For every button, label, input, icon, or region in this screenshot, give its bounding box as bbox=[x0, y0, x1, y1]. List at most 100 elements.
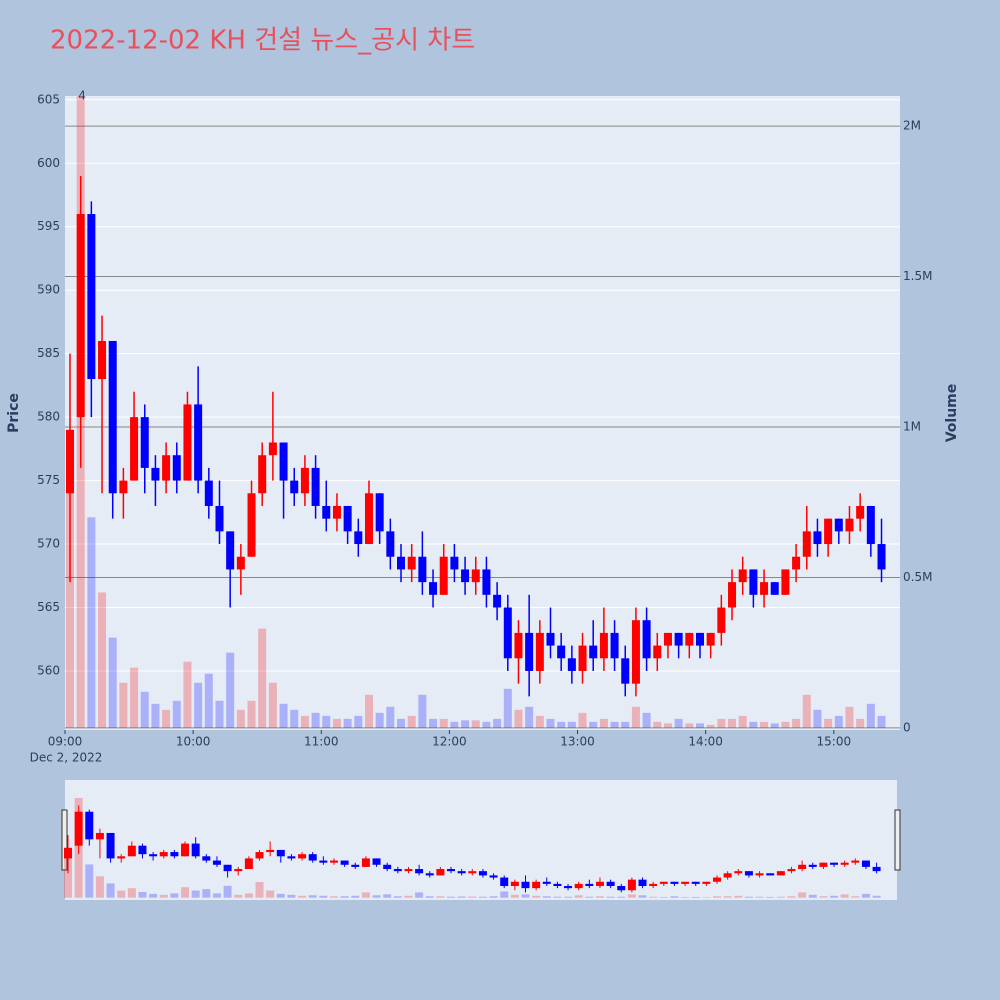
slider-candle-body bbox=[266, 849, 275, 853]
candle-body bbox=[290, 480, 299, 494]
candle-body bbox=[151, 467, 160, 481]
slider-volume-bar bbox=[851, 896, 860, 898]
slider-candle-body bbox=[861, 860, 870, 867]
slider-candle-body bbox=[840, 862, 849, 865]
slider-candle-body bbox=[447, 869, 456, 872]
slider-candle-body bbox=[638, 879, 647, 887]
slider-candle-body bbox=[478, 871, 487, 876]
slider-candle-body bbox=[521, 881, 530, 889]
candle-body bbox=[557, 645, 566, 659]
volume-bar bbox=[503, 688, 512, 728]
slider-candle-body bbox=[798, 864, 807, 870]
candle-body bbox=[514, 632, 523, 659]
volume-bar bbox=[567, 721, 576, 728]
slider-candle-body bbox=[74, 811, 83, 846]
slider-candle-body bbox=[255, 852, 264, 859]
candle-body bbox=[343, 505, 352, 532]
candle-body bbox=[300, 467, 309, 494]
volume-bar bbox=[268, 682, 277, 728]
slider-candle-body bbox=[787, 869, 796, 872]
slider-candle-body bbox=[627, 879, 636, 891]
candle-body bbox=[397, 556, 406, 570]
slider-volume-bar bbox=[95, 876, 104, 898]
slider-volume-bar bbox=[85, 864, 94, 898]
slider-volume-bar bbox=[457, 896, 466, 898]
volume-bar bbox=[578, 712, 587, 728]
slider-volume-bar bbox=[649, 896, 658, 898]
slider-volume-bar bbox=[478, 896, 487, 898]
slider-candle-body bbox=[212, 860, 221, 865]
slider-candle-body bbox=[872, 866, 881, 872]
slider-volume-bar bbox=[138, 891, 147, 898]
volume-bar bbox=[87, 517, 96, 728]
slider-candle-body bbox=[106, 832, 115, 859]
slider-handle[interactable] bbox=[894, 809, 901, 871]
range-slider[interactable] bbox=[65, 780, 897, 900]
candle-body bbox=[66, 429, 75, 494]
slider-candle-body bbox=[830, 862, 839, 865]
slider-candle-body bbox=[542, 881, 551, 884]
slider-volume-bar bbox=[776, 896, 785, 898]
slider-handle[interactable] bbox=[61, 809, 68, 871]
volume-bar bbox=[183, 661, 192, 728]
slider-candle-body bbox=[606, 881, 615, 887]
y-tick-label: 590 bbox=[37, 283, 60, 297]
volume-bar bbox=[429, 718, 438, 728]
volume-bar bbox=[397, 718, 406, 728]
volume-bar bbox=[621, 721, 630, 728]
candle-body bbox=[770, 582, 779, 595]
volume-bar bbox=[151, 703, 160, 728]
volume-bar bbox=[236, 709, 245, 728]
candle-body bbox=[631, 620, 640, 684]
candle-body bbox=[98, 340, 107, 380]
y-tick-label: 560 bbox=[37, 663, 60, 677]
volume-bar bbox=[162, 709, 171, 728]
slider-volume-bar bbox=[606, 896, 615, 898]
slider-candle-body bbox=[702, 881, 711, 884]
candle-body bbox=[877, 544, 886, 570]
candle-body bbox=[535, 632, 544, 671]
volume-bar bbox=[418, 694, 427, 728]
slider-candle-body bbox=[564, 886, 573, 889]
candle-body bbox=[87, 214, 96, 380]
slider-candle-body bbox=[340, 860, 349, 865]
volume-bar bbox=[845, 706, 854, 728]
candle-body bbox=[194, 404, 203, 481]
candle-body bbox=[717, 607, 726, 633]
slider-volume-bar bbox=[659, 896, 668, 898]
slider-candle-body bbox=[713, 877, 721, 882]
volume-bar bbox=[98, 592, 107, 728]
slider-candle-body bbox=[223, 864, 232, 872]
slider-volume-bar bbox=[127, 888, 136, 898]
candle-body bbox=[834, 518, 843, 532]
slider-volume-bar bbox=[234, 894, 243, 898]
slider-candle-body bbox=[500, 877, 509, 887]
slider-candle-body bbox=[766, 873, 775, 876]
slider-candle-body bbox=[532, 881, 541, 889]
volume-bar bbox=[802, 694, 811, 728]
slider-volume-bar bbox=[564, 896, 573, 898]
volume-bar bbox=[364, 694, 373, 728]
volume-bar bbox=[642, 712, 651, 728]
slider-candle-body bbox=[361, 858, 370, 867]
slider-candle-body bbox=[776, 871, 785, 876]
slider-volume-bar bbox=[510, 894, 519, 898]
slider-candle-body bbox=[117, 856, 126, 859]
candle-body bbox=[226, 531, 235, 570]
candle-body bbox=[375, 493, 384, 532]
volume-bar bbox=[599, 718, 608, 728]
slider-volume-bar bbox=[627, 894, 636, 898]
volume-bar bbox=[332, 718, 341, 728]
candle-body bbox=[215, 505, 224, 532]
slider-volume-bar bbox=[415, 892, 424, 898]
candle-body bbox=[674, 632, 683, 646]
volume-bar bbox=[439, 718, 448, 728]
volume-bar bbox=[877, 715, 886, 728]
volume-bar bbox=[140, 691, 149, 728]
volume-bar bbox=[226, 652, 235, 728]
volume-bar bbox=[674, 718, 683, 728]
slider-volume-bar bbox=[521, 894, 530, 898]
candle-body bbox=[792, 556, 801, 570]
candle-body bbox=[76, 214, 85, 418]
